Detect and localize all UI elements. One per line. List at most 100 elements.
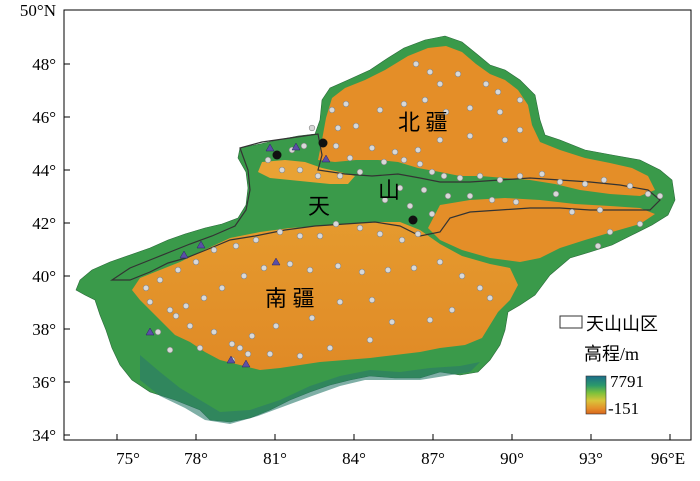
station-circle-marker	[416, 160, 424, 168]
station-circle-marker	[296, 166, 304, 174]
station-circle-marker	[436, 258, 444, 266]
station-circle-marker	[352, 122, 360, 130]
station-circle-marker	[166, 306, 174, 314]
lat-label-40: 40°	[32, 267, 56, 286]
station-circle-marker	[466, 132, 474, 140]
station-circle-marker	[420, 186, 428, 194]
station-circle-marker	[421, 96, 429, 104]
station-circle-marker	[336, 172, 344, 180]
station-circle-marker	[146, 298, 154, 306]
station-circle-marker	[196, 344, 204, 352]
lon-label-93: 93°	[579, 449, 603, 468]
station-circle-marker	[192, 258, 200, 266]
station-circles	[142, 60, 664, 364]
station-circle-marker	[358, 268, 366, 276]
lon-label-96: 96°E	[651, 449, 685, 468]
station-circle-marker	[516, 172, 524, 180]
station-circle-marker	[296, 232, 304, 240]
station-circle-marker	[314, 172, 322, 180]
station-circle-marker	[442, 108, 450, 116]
region-label-south: 南 疆	[265, 286, 315, 311]
station-circle-marker	[516, 96, 524, 104]
station-circle-marker	[210, 328, 218, 336]
legend-boundary-swatch	[559, 315, 583, 329]
triangle-marker	[265, 143, 275, 152]
lat-label-44: 44°	[32, 161, 56, 180]
region-label-shan: 山	[378, 178, 400, 203]
station-circle-marker	[232, 242, 240, 250]
station-circle-marker	[334, 262, 342, 270]
station-circle-marker	[244, 350, 252, 358]
station-circle-marker	[166, 346, 174, 354]
station-circle-marker	[218, 284, 226, 292]
map-legend: 天山山区 高程/m 7791 -151	[559, 314, 658, 418]
station-circle-marker	[368, 296, 376, 304]
station-circle-marker	[636, 220, 644, 228]
station-circle-marker	[448, 306, 456, 314]
station-circle-marker	[200, 294, 208, 302]
station-circle-marker	[581, 180, 589, 188]
station-circle-marker	[400, 100, 408, 108]
station-circle-marker	[266, 350, 274, 358]
legend-min-label: -151	[608, 399, 639, 418]
station-circle-marker	[426, 68, 434, 76]
station-circle-marker	[436, 136, 444, 144]
station-circle-marker	[396, 184, 404, 192]
triangle-marker	[179, 250, 189, 259]
lat-label-50: 50°N	[20, 1, 56, 20]
station-circle-marker	[391, 148, 399, 156]
elevation-color-ramp	[585, 375, 607, 415]
station-circle-marker	[174, 266, 182, 274]
station-circle-marker	[466, 104, 474, 112]
station-circle-marker	[142, 284, 150, 292]
station-circle-marker	[596, 206, 604, 214]
station-circle-marker	[406, 202, 414, 210]
y-axis	[64, 9, 70, 436]
station-circle-marker	[228, 340, 236, 348]
station-circle-marker	[278, 166, 286, 174]
station-circle-marker	[334, 124, 342, 132]
triangle-marker	[321, 154, 331, 163]
station-circle-marker	[496, 176, 504, 184]
station-circle-marker	[428, 168, 436, 176]
station-circle-marker	[381, 196, 389, 204]
station-circle-marker	[436, 80, 444, 88]
station-circle-marker	[356, 224, 364, 232]
lat-label-46: 46°	[32, 108, 56, 127]
lat-label-42: 42°	[32, 214, 56, 233]
station-circle-marker	[644, 190, 652, 198]
station-circle-marker	[414, 230, 422, 238]
station-circle-marker	[308, 314, 316, 322]
ili-valley	[258, 160, 355, 184]
station-circle-marker	[568, 208, 576, 216]
station-circle-marker	[186, 322, 194, 330]
station-circle-marker	[252, 236, 260, 244]
station-circle-marker	[316, 232, 324, 240]
station-circle-marker	[172, 312, 180, 320]
triangle-marker	[196, 240, 206, 249]
station-triangles	[145, 142, 331, 368]
station-circle-marker	[272, 322, 280, 330]
station-circle-marker	[376, 106, 384, 114]
station-circle-marker	[410, 264, 418, 272]
station-circle-marker	[328, 106, 336, 114]
station-circle-marker	[476, 284, 484, 292]
black-dot-marker	[408, 215, 418, 225]
station-circle-marker	[454, 70, 462, 78]
station-circle-marker	[516, 126, 524, 134]
station-circle-marker	[286, 260, 294, 268]
station-circle-marker	[444, 192, 452, 200]
station-circle-marker	[482, 80, 490, 88]
triangle-marker	[145, 327, 155, 336]
station-circle-marker	[248, 332, 256, 340]
station-circle-marker	[400, 156, 408, 164]
station-circle-marker	[501, 136, 509, 144]
station-circle-marker	[336, 298, 344, 306]
station-circle-marker	[488, 196, 496, 204]
station-circle-marker	[512, 198, 520, 206]
station-circle-marker	[306, 266, 314, 274]
station-circle-marker	[466, 192, 474, 200]
lat-label-36: 36°	[32, 373, 56, 392]
station-dots	[272, 138, 418, 225]
